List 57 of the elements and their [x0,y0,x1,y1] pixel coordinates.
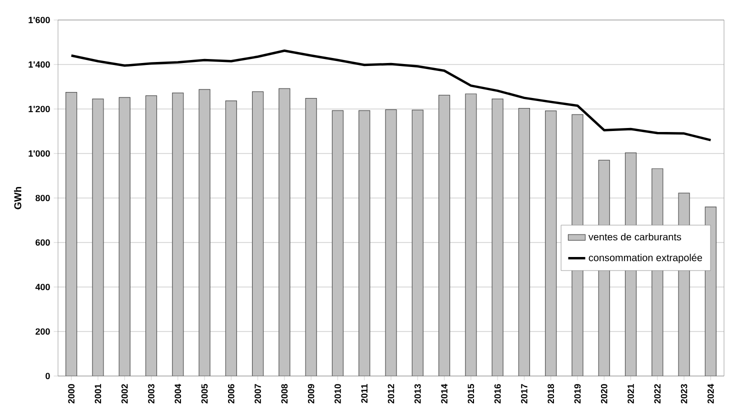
x-tick-label: 2006 [228,384,234,404]
bar [492,98,504,376]
y-axis-title: GWh [14,186,22,210]
x-tick-label: 2017 [521,384,528,404]
bar [66,92,78,376]
y-tick-label: 1'200 [28,106,50,112]
bar [198,89,210,376]
bar [438,94,450,376]
x-tick-label: 2000 [68,384,74,404]
x-tick-label: 2003 [148,384,154,404]
legend-label: ventes de carburants [588,233,682,240]
x-tick-label: 2023 [680,384,688,404]
x-tick-label: 2004 [174,384,182,404]
y-tick-label: 600 [36,239,50,246]
bar [252,91,264,376]
x-tick-label: 2014 [441,384,448,404]
y-tick-label: 1'600 [28,16,50,24]
bar [385,109,397,376]
x-tick-label: 2011 [361,384,368,403]
y-tick-label: 0 [46,372,50,380]
y-tick-label: 1'400 [28,61,50,68]
y-tick-label: 400 [35,284,50,290]
y-tick-label: 1'000 [28,150,50,157]
x-tick-label: 2015 [468,384,474,404]
bar [92,98,104,376]
bar [465,94,477,376]
line-series [70,50,712,142]
x-tick-label: 2020 [600,384,608,404]
bar [332,110,344,376]
y-tick-label: 800 [36,194,50,202]
bar [305,98,317,376]
legend-label: consommation extrapolée [588,254,702,264]
bar [145,95,158,376]
x-tick-label: 2021 [628,384,634,404]
bar [278,88,290,376]
bar [545,110,557,376]
x-tick-label: 2007 [254,384,261,404]
bar [118,97,130,376]
x-tick-label: 2002 [121,384,128,404]
x-tick-label: 2001 [94,384,102,404]
x-tick-label: 2009 [308,384,314,404]
bar [412,110,424,376]
x-tick-label: 2016 [494,384,501,404]
bar [225,100,237,376]
x-tick-label: 2013 [414,384,421,404]
bar [518,108,530,376]
y-tick-label: 200 [36,328,50,335]
x-tick-label: 2019 [574,384,581,404]
x-tick-label: 2024 [708,384,714,404]
x-tick-label: 2008 [281,384,288,404]
x-tick-label: 2012 [388,384,394,404]
bar [172,92,184,376]
x-tick-label: 2005 [201,384,208,404]
x-tick-label: 2010 [334,384,341,404]
bar [358,110,370,376]
x-tick-label: 2022 [654,384,661,404]
x-tick-label: 2018 [548,384,554,404]
